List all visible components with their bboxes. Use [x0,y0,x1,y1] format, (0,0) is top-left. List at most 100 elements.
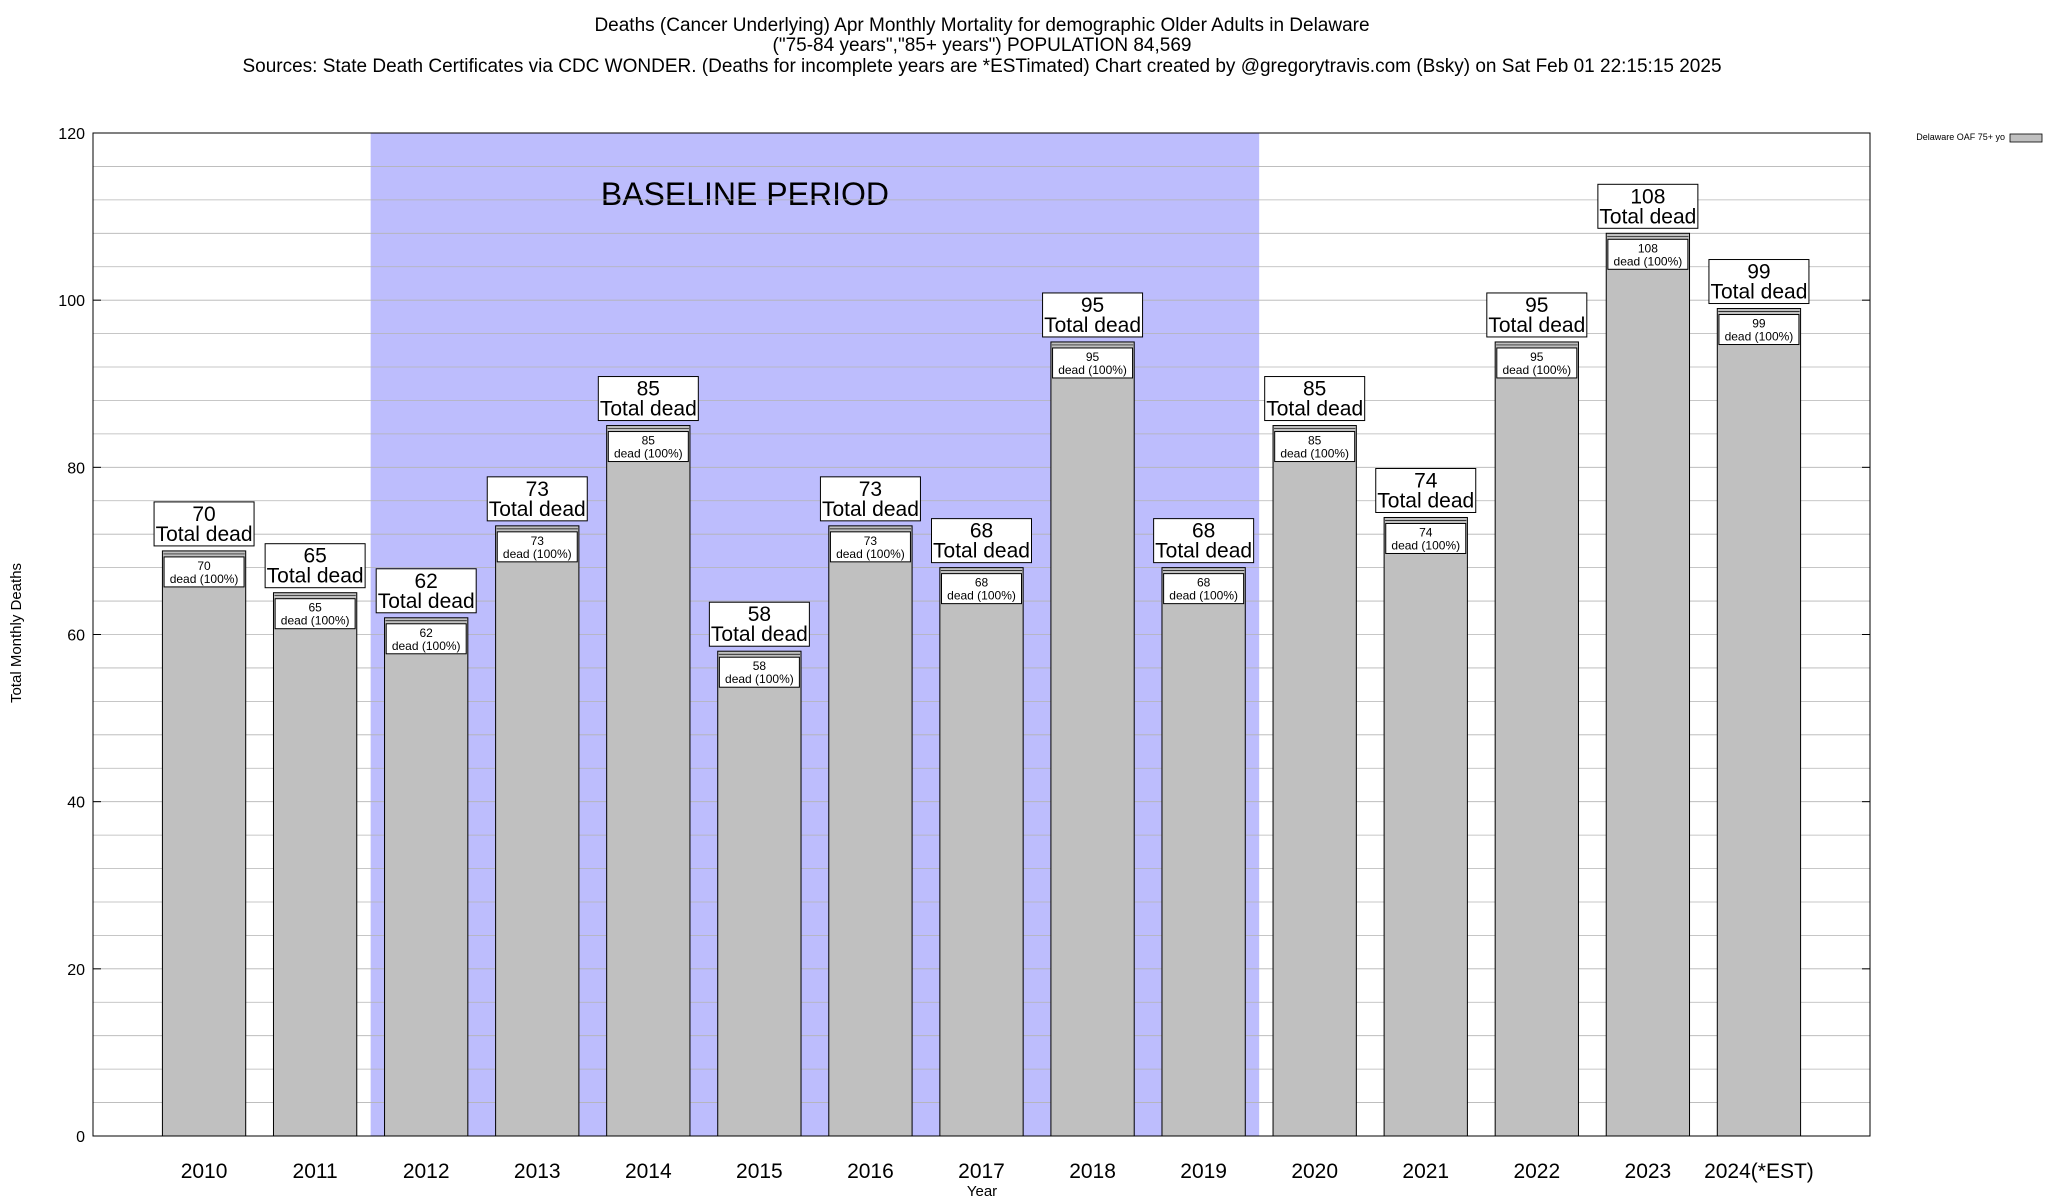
bar-inner-label-box [274,598,356,630]
bar-inner-percent: dead (100%) [503,547,572,561]
bar-total-caption: Total dead [1599,205,1696,228]
bar-total-caption: Total dead [1044,314,1141,337]
bar-total-caption: Total dead [1710,281,1807,304]
y-tick-label: 60 [67,628,85,645]
x-axis-title: Year [967,1183,997,1200]
y-tick-label: 100 [58,293,85,310]
bar-inner-percent: dead (100%) [1614,254,1683,268]
bar-total-caption: Total dead [1488,314,1585,337]
bar [161,550,247,1137]
x-tick-label: 2016 [847,1160,894,1183]
bar-inner-label-box [496,531,578,563]
bar-total-caption: Total dead [1377,489,1474,512]
x-tick-label: 2015 [736,1160,783,1183]
bar-inner-value: 68 [1197,576,1211,590]
bar-inner-label-box [385,623,467,655]
bar-inner-percent: dead (100%) [1502,363,1571,377]
bar-total-value: 65 [303,545,326,568]
bar-inner-label-box [718,656,800,688]
bar-total-label-box [819,476,921,522]
bar-inner-percent: dead (100%) [1058,363,1127,377]
bar-inner-value: 85 [1308,434,1322,448]
bar-total-value: 62 [415,570,438,593]
bar-total-label-box [931,518,1032,564]
bar-total-value: 108 [1630,185,1665,208]
bar-total-label-box [1042,292,1144,338]
bar-inner-label-box [829,531,911,563]
bar-inner-percent: dead (100%) [614,447,683,461]
bar [1050,341,1135,1137]
legend: Delaware OAF 75+ yo [1916,132,2043,143]
bar-inner-label-box [1163,573,1245,605]
bar-total-value: 73 [859,478,882,501]
bar-total-label-box [486,476,588,522]
x-tick-label: 2020 [1291,1160,1338,1183]
x-tick-label: 2024(*EST) [1704,1160,1814,1183]
bar-total-caption: Total dead [489,498,586,521]
bar-inner-percent: dead (100%) [281,614,350,628]
bar-total-caption: Total dead [1155,540,1252,563]
bar [1161,567,1246,1137]
x-tick-label: 2012 [403,1160,450,1183]
y-tick-label: 120 [58,126,85,143]
bar-inner-value: 73 [531,534,545,548]
y-tick-label: 0 [76,1129,85,1146]
baseline-label: BASELINE PERIOD [601,176,889,212]
bar-inner-percent: dead (100%) [1725,330,1794,344]
bar-total-value: 68 [1192,520,1215,543]
x-tick-label: 2018 [1069,1160,1116,1183]
bar-total-caption: Total dead [822,498,919,521]
bar-inner-percent: dead (100%) [1169,589,1238,603]
bar-inner-value: 68 [975,576,989,590]
bar-total-caption: Total dead [711,623,808,646]
bar-inner-value: 73 [864,534,878,548]
bar-inner-value: 58 [753,659,767,673]
bar [828,525,913,1137]
bar-total-caption: Total dead [1266,398,1363,421]
x-tick-label: 2022 [1513,1160,1560,1183]
bar-total-label-box [1597,183,1699,229]
bar-total-label-box [1708,259,1810,305]
bar-inner-percent: dead (100%) [725,672,794,686]
bar-inner-label-box [1496,347,1578,379]
bar-total-caption: Total dead [933,540,1030,563]
bar-inner-percent: dead (100%) [836,547,905,561]
bar-total-value: 85 [1303,378,1326,401]
bar [384,617,469,1137]
x-tick-label: 2011 [293,1160,338,1183]
bar-inner-value: 85 [642,434,656,448]
bar-total-value: 73 [526,478,549,501]
bar-total-caption: Total dead [600,398,697,421]
bar-total-caption: Total dead [156,523,253,546]
bar-inner-percent: dead (100%) [1280,447,1349,461]
bar-total-value: 68 [970,520,993,543]
y-axis-title: Total Monthly Deaths [8,563,25,703]
bar [717,650,802,1137]
bar-total-caption: Total dead [378,590,475,613]
y-axis: 0 20 40 60 80 100 120 [58,126,1870,1146]
bar [272,592,358,1137]
legend-label: Delaware OAF 75+ yo [1916,132,2005,142]
bar-total-value: 58 [748,603,771,626]
bar-total-label-box [708,601,810,647]
bar-inner-percent: dead (100%) [170,572,239,586]
bar-inner-value: 62 [420,626,434,640]
bar-total-value: 70 [192,503,215,526]
bar [495,525,580,1137]
bar [939,567,1024,1137]
bar-inner-percent: dead (100%) [947,589,1016,603]
bar-total-label-box [153,501,255,547]
bar-inner-value: 108 [1638,241,1658,255]
bar-total-label-box [1486,292,1588,338]
x-tick-label: 2010 [181,1160,228,1183]
bar-inner-value: 65 [308,601,322,615]
bar [1605,232,1691,1137]
chart-source-line: Sources: State Death Certificates via CD… [242,56,1721,77]
bar-inner-label-box [1718,314,1800,346]
bar [1716,308,1802,1137]
bar-inner-value: 70 [197,559,211,573]
chart-title: Deaths (Cancer Underlying) Apr Monthly M… [594,15,1369,36]
bar-inner-value: 74 [1419,525,1433,539]
